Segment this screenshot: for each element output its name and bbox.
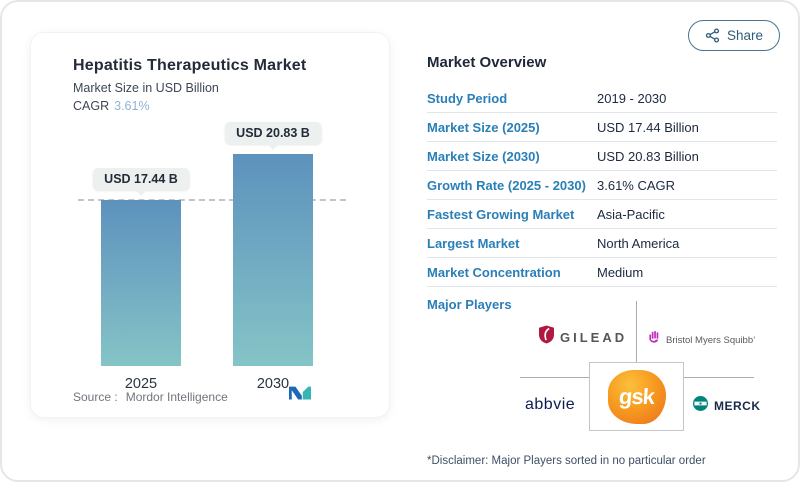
gilead-shield-icon [539, 325, 554, 349]
row-value: North America [597, 235, 680, 251]
cagr-line: CAGR 3.61% [73, 99, 369, 113]
x-tick-2030: 2030 [256, 376, 290, 392]
row-value: Medium [597, 264, 644, 280]
gilead-logo: GILEAD [539, 325, 627, 349]
reference-dashed-line [78, 199, 346, 201]
overview-title: Market Overview [427, 54, 547, 71]
overview-table: Study Period 2019 - 2030 Market Size (20… [427, 84, 777, 287]
bristol-myers-squibb-logo: Bristol Myers Squibb’ [649, 331, 755, 349]
merck-logo: MERCK [693, 396, 761, 416]
gsk-logo-box: gsk [589, 362, 684, 431]
bar-value-label-2030: USD 20.83 B [225, 122, 321, 144]
row-value: 3.61% CAGR [597, 177, 676, 193]
row-value: USD 20.83 Billion [597, 148, 699, 164]
share-label: Share [726, 28, 763, 43]
table-row: Market Size (2025) USD 17.44 Billion [427, 113, 777, 142]
bms-wordmark: Bristol Myers Squibb’ [666, 334, 756, 346]
table-row: Growth Rate (2025 - 2030) 3.61% CAGR [427, 171, 777, 200]
share-button[interactable]: Share [687, 20, 780, 51]
row-label: Largest Market [427, 235, 520, 251]
row-label: Growth Rate (2025 - 2030) [427, 177, 586, 193]
x-tick-2025: 2025 [124, 376, 158, 392]
row-label: Market Concentration [427, 264, 561, 280]
gsk-wordmark: gsk [618, 383, 655, 409]
cagr-label: CAGR [73, 99, 110, 113]
bms-hand-icon [649, 331, 660, 349]
market-size-chart-card: Hepatitis Therapeutics Market Market Siz… [30, 32, 390, 418]
mordor-intelligence-logo-icon [289, 386, 311, 404]
major-players-section: Major Players GILEAD [427, 287, 777, 452]
disclaimer-text: *Disclaimer: Major Players sorted in no … [427, 455, 706, 467]
bar-2025 [101, 200, 181, 366]
row-label: Fastest Growing Market [427, 206, 575, 222]
gsk-blob-icon: gsk [607, 369, 666, 424]
chart-title: Hepatitis Therapeutics Market [73, 57, 307, 74]
bar-chart: USD 17.44 B 2025 USD 20.83 B 2030 [31, 122, 389, 392]
row-label: Market Size (2025) [427, 119, 540, 135]
table-row: Market Concentration Medium [427, 258, 777, 287]
abbvie-logo: abbvie [525, 396, 575, 414]
connector-line [520, 377, 589, 378]
gilead-wordmark: GILEAD [560, 329, 628, 345]
row-value: USD 17.44 Billion [597, 119, 699, 135]
table-row: Study Period 2019 - 2030 [427, 84, 777, 113]
connector-line [684, 377, 754, 378]
table-row: Market Size (2030) USD 20.83 Billion [427, 142, 777, 171]
table-row: Fastest Growing Market Asia-Pacific [427, 200, 777, 229]
source-value: Mordor Intelligence [125, 390, 228, 404]
major-players-logos: GILEAD B [497, 301, 792, 449]
bar-2030 [233, 154, 313, 366]
merck-globe-icon [693, 396, 708, 416]
row-value: 2019 - 2030 [597, 90, 667, 106]
major-players-label: Major Players [427, 297, 512, 312]
bar-value-label-2025: USD 17.44 B [93, 168, 189, 190]
merck-wordmark: MERCK [714, 399, 761, 413]
abbvie-wordmark: abbvie [525, 396, 576, 413]
row-value: Asia-Pacific [597, 206, 665, 222]
connector-line [636, 301, 637, 362]
table-row: Largest Market North America [427, 229, 777, 258]
cagr-value: 3.61% [114, 99, 150, 113]
row-label: Study Period [427, 90, 508, 106]
share-icon [705, 28, 720, 43]
source-row: Source : Mordor Intelligence [73, 386, 389, 404]
source-label: Source : [73, 390, 118, 404]
chart-subtitle: Market Size in USD Billion [73, 81, 219, 95]
row-label: Market Size (2030) [427, 148, 540, 164]
market-overview-panel: Market Overview Study Period 2019 - 2030… [427, 42, 777, 467]
